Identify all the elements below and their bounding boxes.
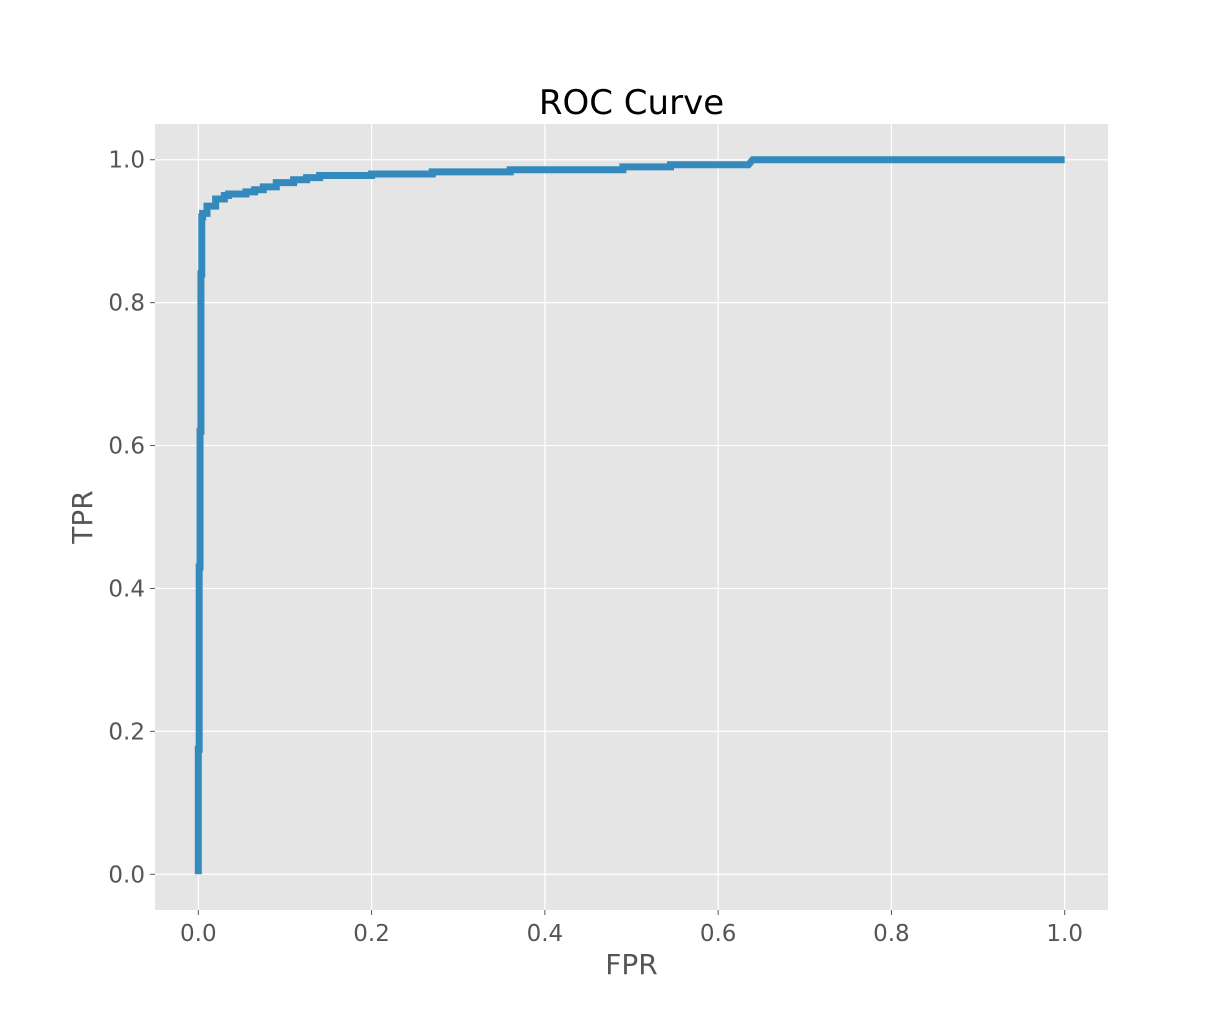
x-tick-label: 0.6	[700, 921, 737, 947]
x-axis-label: FPR	[605, 948, 657, 981]
y-axis-ticks: 0.0 0.2 0.4 0.6 0.8 1.0	[108, 148, 155, 888]
x-tick-label: 1.0	[1046, 921, 1083, 947]
y-tick-label: 0.2	[108, 719, 145, 745]
x-axis-ticks: 0.0 0.2 0.4 0.6 0.8 1.0	[180, 910, 1083, 947]
y-tick-label: 1.0	[108, 148, 145, 174]
plot-area	[155, 124, 1108, 910]
x-tick-label: 0.4	[527, 921, 564, 947]
y-axis-label: TPR	[66, 490, 99, 544]
y-tick-label: 0.0	[108, 862, 145, 888]
series-lines	[194, 156, 1065, 875]
x-tick-label: 0.8	[873, 921, 910, 947]
roc-curve-line	[194, 156, 1065, 875]
y-tick-label: 0.4	[108, 576, 145, 602]
x-tick-label: 0.0	[180, 921, 217, 947]
grid-lines	[155, 124, 1108, 910]
x-tick-label: 0.2	[353, 921, 390, 947]
chart-title: ROC Curve	[539, 83, 724, 123]
y-tick-label: 0.6	[108, 434, 145, 460]
y-tick-label: 0.8	[108, 291, 145, 317]
